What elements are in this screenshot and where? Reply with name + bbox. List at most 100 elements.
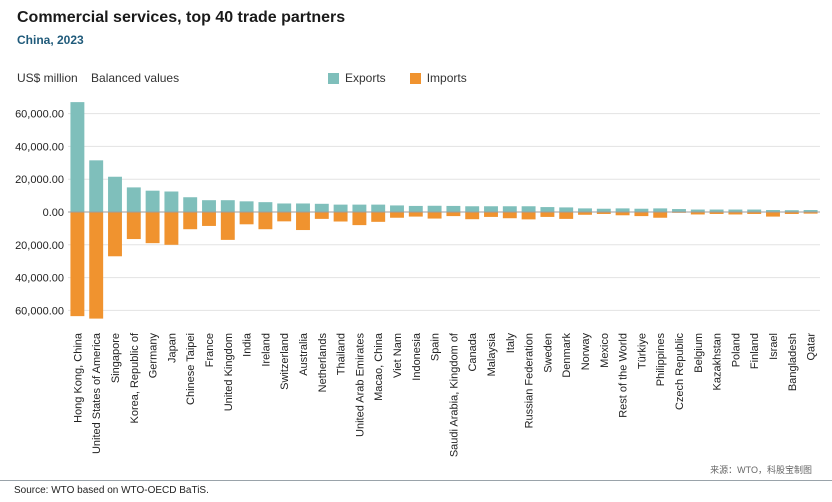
bar-imports <box>766 212 780 217</box>
bar-chart: 60,000.00 40,000.00 20,000.00 0.00 20,000.00… <box>15 102 820 457</box>
bar-exports <box>277 203 292 212</box>
bar-exports <box>615 208 630 212</box>
bar-imports <box>390 212 404 218</box>
bar-exports <box>220 200 235 212</box>
bar-exports <box>784 210 799 212</box>
bar-imports <box>803 212 818 214</box>
bar-imports <box>728 212 743 215</box>
exports-swatch <box>328 72 339 84</box>
x-category-label: Japan <box>166 333 178 363</box>
bar-exports <box>145 190 160 212</box>
x-category-label: Hong Kong, China <box>72 332 84 423</box>
bar-imports <box>446 212 461 217</box>
bar-exports <box>596 208 611 212</box>
x-category-label: Mexico <box>599 333 611 368</box>
legend-label-exports: Exports <box>345 71 386 85</box>
x-category-label: Kazakhstan <box>712 333 724 390</box>
bar-exports <box>502 206 517 212</box>
y-tick-label: 40,000.00 <box>15 273 64 285</box>
x-category-label: Rest of the World <box>618 333 630 418</box>
units-label: US$ million <box>17 71 78 85</box>
bar-imports <box>747 212 762 214</box>
bar-imports <box>70 212 85 317</box>
bar-imports <box>540 212 555 217</box>
source-note: Source: WTO based on WTO-OECD BaTiS. <box>14 485 209 496</box>
bar-exports <box>408 205 423 212</box>
x-category-label: Türkiye <box>636 333 648 369</box>
x-category-label: Finland <box>749 333 761 369</box>
y-tick-label: 0.00 <box>43 207 64 219</box>
bar-imports <box>296 212 310 231</box>
x-category-label: Germany <box>148 333 160 379</box>
bar-imports <box>596 212 611 214</box>
x-category-label: Indonesia <box>411 332 423 381</box>
x-category-label: Canada <box>467 332 479 371</box>
bar-imports <box>277 212 292 222</box>
bar-exports <box>709 209 724 212</box>
chart-title: Commercial services, top 40 trade partne… <box>17 9 346 26</box>
x-category-label: India <box>242 332 254 357</box>
watermark-text: 来源：WTO，科股宝制图 <box>710 465 812 475</box>
bar-exports <box>333 204 348 212</box>
bar-imports <box>183 212 198 230</box>
bar-exports <box>747 209 762 212</box>
x-category-label: Macao, China <box>373 332 385 401</box>
bar-imports <box>709 212 724 214</box>
x-category-label: Qatar <box>806 333 818 361</box>
bar-exports <box>164 191 179 212</box>
imports-swatch <box>409 72 421 84</box>
bar-exports <box>634 208 649 212</box>
bar-exports <box>766 210 780 212</box>
legend-item-exports[interactable]: Exports <box>328 71 386 85</box>
y-tick-label: 60,000.00 <box>15 109 64 121</box>
x-category-label: Denmark <box>561 333 573 378</box>
bar-imports <box>371 212 386 222</box>
bar-imports <box>126 212 141 240</box>
x-category-label: Chinese Taipei <box>185 333 197 405</box>
bar-exports <box>578 208 592 212</box>
bar-exports <box>258 202 273 212</box>
bar-exports <box>559 207 574 212</box>
bar-exports <box>672 209 686 212</box>
x-category-label: United Kingdom <box>223 333 235 411</box>
bar-exports <box>465 206 480 212</box>
bar-imports <box>521 212 536 220</box>
bar-exports <box>239 201 254 212</box>
x-category-label: Viet Nam <box>392 333 404 378</box>
units-row: US$ million Balanced values <box>17 71 179 85</box>
bar-exports <box>352 204 367 212</box>
bar-exports <box>446 205 461 212</box>
bar-exports <box>390 205 404 212</box>
bar-imports <box>239 212 254 225</box>
bar-imports <box>690 212 705 215</box>
x-category-label: Poland <box>730 333 742 367</box>
bar-exports <box>728 209 743 212</box>
x-category-label: France <box>204 333 216 367</box>
footer-divider <box>0 480 832 481</box>
x-category-label: United States of America <box>91 332 103 454</box>
bar-imports <box>559 212 574 219</box>
x-category-label: Norway <box>580 333 592 371</box>
chart-legend: Exports Imports <box>328 71 467 85</box>
x-category-label: Czech Republic <box>674 333 686 411</box>
mode-label: Balanced values <box>91 71 180 85</box>
x-category-label: Belgium <box>693 333 705 373</box>
x-category-label: Russian Federation <box>524 333 536 428</box>
bar-exports <box>803 210 818 212</box>
x-category-label: Netherlands <box>317 333 329 393</box>
x-category-label: Ireland <box>260 333 272 367</box>
bar-imports <box>108 212 122 257</box>
bar-exports <box>314 203 329 212</box>
bar-exports <box>202 200 216 212</box>
x-category-label: Israel <box>768 333 780 360</box>
bar-exports <box>427 205 442 212</box>
legend-item-imports[interactable]: Imports <box>409 71 467 85</box>
bar-imports <box>89 212 104 319</box>
bar-exports <box>126 187 141 212</box>
y-tick-label: 20,000.00 <box>15 240 64 252</box>
bar-imports <box>615 212 630 216</box>
bar-imports <box>314 212 329 219</box>
bar-imports <box>352 212 367 226</box>
bar-exports <box>484 206 498 212</box>
x-category-label: Singapore <box>110 333 122 383</box>
